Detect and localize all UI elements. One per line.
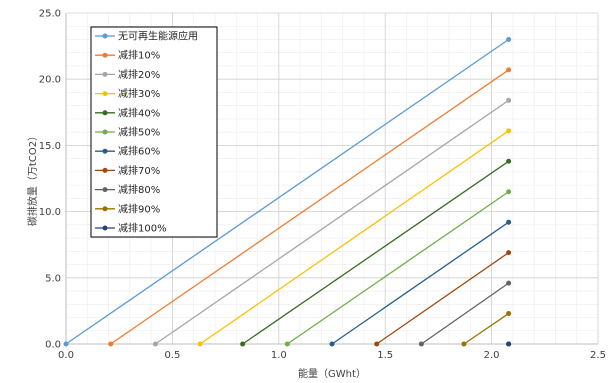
data-point (374, 341, 380, 347)
legend-swatch-marker (102, 225, 108, 231)
legend-item: 减排50% (95, 126, 160, 139)
series-7 (374, 250, 512, 347)
legend-label: 减排10% (118, 49, 160, 62)
x-axis-title: 能量（GWht） (298, 367, 366, 380)
data-point (506, 67, 512, 73)
data-point (506, 36, 512, 42)
series-1 (108, 67, 512, 347)
legend-label: 减排80% (118, 183, 160, 196)
series-10 (506, 341, 512, 347)
series-line (155, 99, 509, 345)
legend-label: 减排50% (118, 126, 160, 139)
data-point (461, 341, 467, 347)
data-point (506, 97, 512, 103)
x-tick-label: 1.0 (271, 350, 287, 361)
legend-label: 减排70% (118, 164, 160, 177)
legend-swatch-marker (102, 167, 108, 173)
x-tick-label: 2.0 (484, 350, 500, 361)
data-point (506, 250, 512, 256)
legend-label: 无可再生能源应用 (118, 30, 198, 43)
series-line (331, 221, 509, 345)
series-line (286, 191, 509, 345)
data-point (506, 280, 512, 286)
legend-item: 减排70% (95, 164, 160, 177)
y-axis-title: 碳排放量（万tCO2） (26, 131, 39, 226)
series-line (242, 160, 509, 345)
legend-item: 减排90% (95, 202, 160, 215)
x-tick-label: 0.5 (164, 350, 180, 361)
data-point (506, 341, 512, 347)
data-point (197, 341, 203, 347)
y-tick-label: 15.0 (39, 141, 61, 152)
legend-item: 无可再生能源应用 (95, 30, 198, 43)
legend-item: 减排10% (95, 49, 160, 62)
data-point (418, 341, 424, 347)
data-point (506, 219, 512, 225)
legend-item: 减排80% (95, 183, 160, 196)
data-point (329, 341, 335, 347)
x-tick-label: 2.5 (590, 350, 606, 361)
y-tick-label: 0.0 (45, 340, 61, 351)
series-4 (240, 158, 512, 347)
legend-label: 减排60% (118, 145, 160, 158)
series-line (199, 130, 509, 345)
legend-label: 减排20% (118, 68, 160, 81)
series-8 (418, 280, 512, 347)
x-tick-label: 1.5 (377, 350, 393, 361)
legend-item: 减排60% (95, 145, 160, 158)
data-point (240, 341, 246, 347)
series-6 (329, 219, 512, 347)
data-point (506, 311, 512, 317)
data-point (506, 128, 512, 134)
series-9 (461, 311, 512, 347)
data-point (152, 341, 158, 347)
series-line (421, 282, 509, 345)
series-2 (152, 97, 512, 347)
legend-item: 减排20% (95, 68, 160, 81)
legend-swatch-marker (102, 110, 108, 116)
data-point (284, 341, 290, 347)
legend-label: 减排40% (118, 106, 160, 119)
legend-label: 减排30% (118, 87, 160, 100)
y-tick-label: 20.0 (39, 75, 61, 86)
legend-swatch-marker (102, 71, 108, 77)
data-point (506, 158, 512, 164)
data-point (108, 341, 114, 347)
data-point (506, 189, 512, 195)
series-line (65, 38, 509, 345)
legend-swatch-marker (102, 129, 108, 135)
legend-label: 减排100% (118, 222, 167, 235)
series-line (110, 69, 509, 345)
legend-swatch-marker (102, 206, 108, 212)
y-tick-label: 10.0 (39, 207, 61, 218)
series-line (463, 313, 509, 345)
x-tick-label: 0.0 (58, 350, 74, 361)
series-0 (63, 36, 512, 347)
series-lines (63, 36, 512, 347)
legend-swatch-marker (102, 187, 108, 193)
legend-item: 减排40% (95, 106, 160, 119)
series-5 (284, 189, 512, 347)
legend-item: 减排100% (95, 222, 167, 235)
y-tick-label: 25.0 (39, 9, 61, 20)
y-tick-label: 5.0 (45, 273, 61, 284)
legend-swatch-marker (102, 148, 108, 154)
legend-label: 减排90% (118, 202, 160, 215)
legend-item: 减排30% (95, 87, 160, 100)
data-point (63, 341, 69, 347)
legend-swatch-marker (102, 52, 108, 58)
series-line (376, 252, 509, 345)
legend-swatch-marker (102, 91, 108, 97)
legend-swatch-marker (102, 33, 108, 39)
series-3 (197, 128, 512, 347)
